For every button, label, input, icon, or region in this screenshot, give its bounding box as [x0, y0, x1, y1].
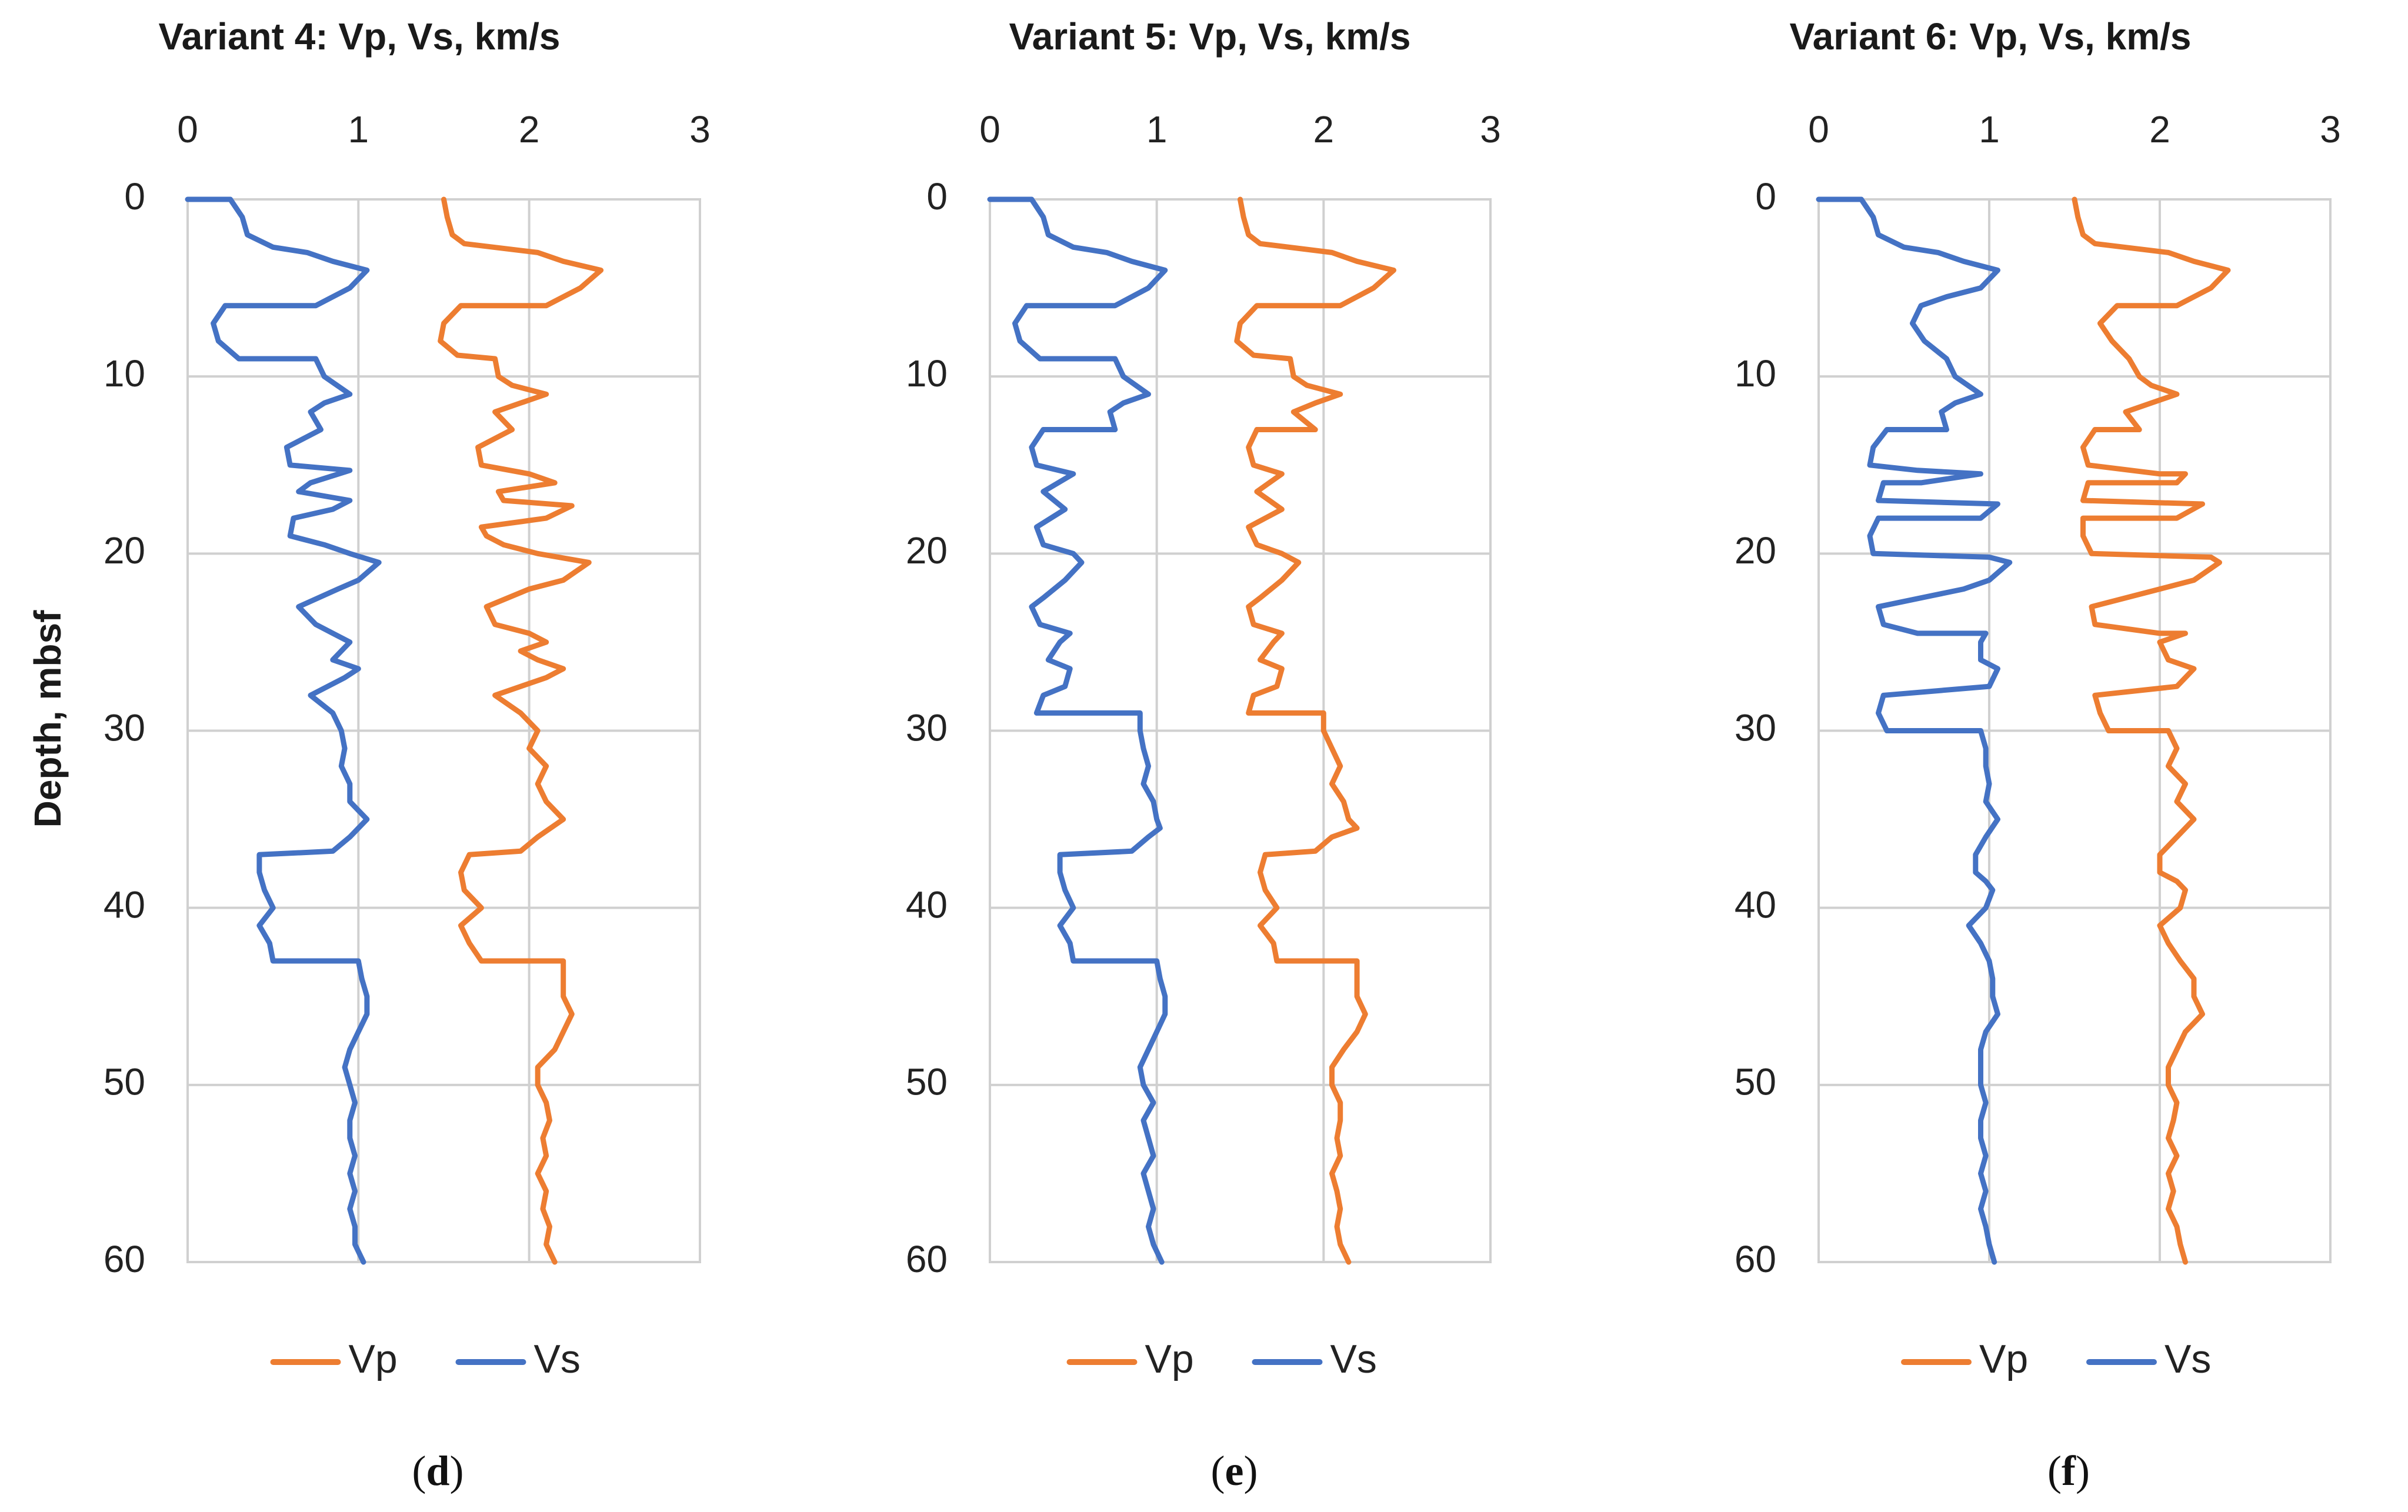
caption-close: )	[1243, 1447, 1258, 1494]
caption-close: )	[450, 1447, 464, 1494]
chart-panel-f: Variant 6: Vp, Vs, km/s0 1 2 30102030405060…	[1735, 15, 2341, 1494]
x-tick-label: 0	[979, 108, 1000, 151]
y-tick-label: 60	[104, 1238, 145, 1280]
chart-panel-e: Variant 5: Vp, Vs, km/s0 1 2 30102030405060…	[906, 15, 1501, 1494]
x-tick-label: 3	[1480, 108, 1501, 151]
y-axis-label: Depth, mbsf	[26, 610, 69, 827]
legend-item-vs: Vs	[2086, 1337, 2211, 1381]
legend-item-vp: Vp	[1901, 1337, 2028, 1381]
chart-title: Variant 5: Vp, Vs, km/s	[1009, 15, 1411, 58]
y-tick-label: 0	[926, 175, 948, 218]
caption-open: (	[2047, 1447, 2062, 1494]
legend-item-vp: Vp	[1066, 1337, 1194, 1381]
series-line-vs	[987, 196, 1168, 1265]
x-tick-label: 2	[2149, 108, 2170, 151]
y-tick-label: 30	[1735, 706, 1776, 749]
series-line-vs	[1816, 196, 2013, 1265]
x-tick-label: 3	[689, 108, 711, 151]
x-tick-label: 3	[2320, 108, 2341, 151]
x-tick-label: 1	[348, 108, 369, 151]
y-tick-label: 20	[906, 529, 948, 572]
chart-panel-d: Variant 4: Vp, Vs, km/s0 1 2 30102030405060…	[26, 15, 711, 1494]
series-line-vp	[438, 196, 604, 1265]
legend-label: Vp	[349, 1337, 398, 1381]
caption-letter: e	[1225, 1447, 1244, 1494]
caption-close: )	[2076, 1447, 2090, 1494]
legend-item-vs: Vs	[455, 1337, 581, 1381]
x-tick-label: 0	[177, 108, 198, 151]
y-tick-label: 0	[124, 175, 145, 218]
y-tick-label: 0	[1755, 175, 1776, 218]
y-tick-label: 50	[906, 1061, 948, 1103]
panel-caption: (f)	[2047, 1447, 2090, 1494]
legend-label: Vs	[2164, 1337, 2211, 1381]
legend-label: Vp	[1979, 1337, 2028, 1381]
y-tick-label: 30	[104, 706, 145, 749]
caption-letter: f	[2062, 1447, 2076, 1494]
caption-letter: d	[426, 1447, 449, 1494]
series-line-vp	[1234, 196, 1396, 1265]
x-tick-label: 0	[1808, 108, 1829, 151]
legend-label: Vs	[534, 1337, 581, 1381]
y-tick-label: 20	[1735, 529, 1776, 572]
legend-item-vp: Vp	[270, 1337, 398, 1381]
y-tick-label: 10	[906, 352, 948, 395]
panel-caption: (d)	[412, 1447, 463, 1494]
caption-open: (	[412, 1447, 426, 1494]
x-tick-label: 2	[519, 108, 540, 151]
y-tick-label: 50	[104, 1061, 145, 1103]
y-tick-label: 20	[104, 529, 145, 572]
panel-caption: (e)	[1211, 1447, 1258, 1494]
y-tick-label: 40	[104, 884, 145, 926]
legend-item-vs: Vs	[1252, 1337, 1377, 1381]
y-tick-label: 60	[1735, 1238, 1776, 1280]
caption-open: (	[1211, 1447, 1225, 1494]
series-line-vp	[2072, 196, 2231, 1265]
x-tick-label: 1	[1979, 108, 2000, 151]
legend-label: Vp	[1145, 1337, 1194, 1381]
y-tick-label: 10	[104, 352, 145, 395]
chart-title: Variant 6: Vp, Vs, km/s	[1790, 15, 2192, 58]
y-tick-label: 60	[906, 1238, 948, 1280]
x-tick-label: 2	[1313, 108, 1335, 151]
chart-title: Variant 4: Vp, Vs, km/s	[159, 15, 561, 58]
y-tick-label: 40	[906, 884, 948, 926]
series-line-vs	[185, 196, 382, 1265]
legend-label: Vs	[1330, 1337, 1377, 1381]
x-tick-label: 1	[1146, 108, 1168, 151]
y-tick-label: 30	[906, 706, 948, 749]
y-tick-label: 50	[1735, 1061, 1776, 1103]
y-tick-label: 10	[1735, 352, 1776, 395]
y-tick-label: 40	[1735, 884, 1776, 926]
